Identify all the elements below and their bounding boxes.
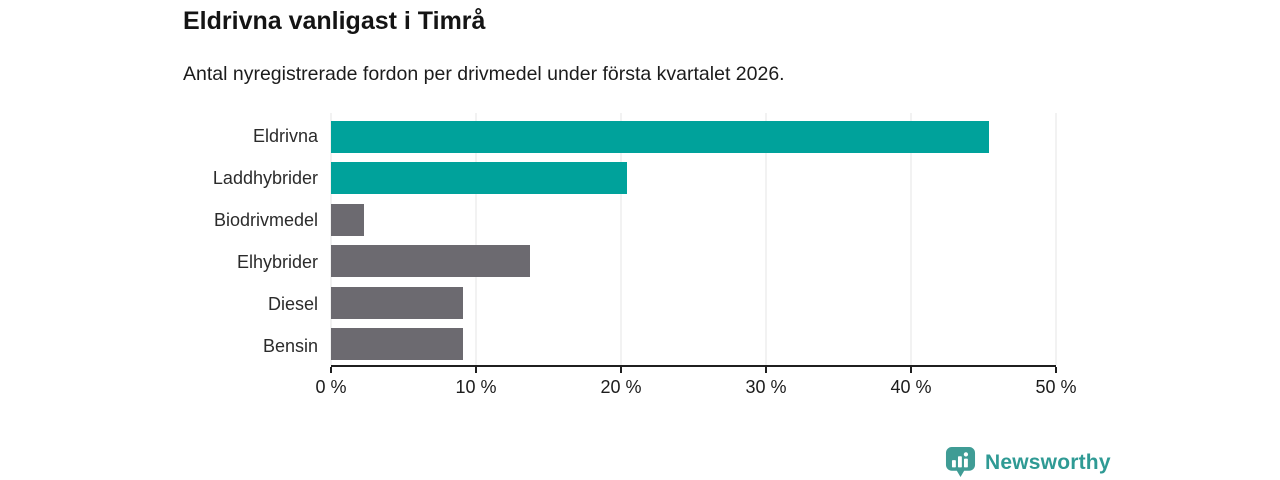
page-subtitle: Antal nyregistrerade fordon per drivmede… (183, 63, 785, 85)
axis-tickmark (475, 367, 477, 373)
category-label: Biodrivmedel (213, 210, 318, 231)
axis-tick-label: 10 % (455, 377, 497, 397)
gridline (765, 113, 767, 365)
category-labels: Eldrivna Laddhybrider Biodrivmedel Elhybrid… (183, 113, 331, 367)
category-label: Bensin (262, 335, 318, 356)
gridline (1055, 113, 1057, 365)
bar (331, 286, 463, 319)
axis-tick-label: 0 % (315, 377, 347, 397)
bar (331, 120, 990, 153)
newsworthy-logo-icon (945, 447, 976, 478)
gridline (475, 113, 477, 365)
category-label: Eldrivna (252, 126, 318, 147)
bar-row (331, 199, 1056, 241)
axis-tick-label: 40 % (890, 377, 932, 397)
axis-tickmark (765, 367, 767, 373)
axis-tickmark (1055, 367, 1057, 373)
axis-tickmark (330, 367, 332, 373)
axis-tick-label: 20 % (600, 377, 642, 397)
bar-row (331, 158, 1056, 200)
axis-tick-label: 50 % (1035, 377, 1077, 397)
bar-row (331, 116, 1056, 158)
axis-tickmark (620, 367, 622, 373)
gridline (910, 113, 912, 365)
bar (331, 162, 627, 195)
axis-tickmark (910, 367, 912, 373)
page-title: Eldrivna vanligast i Timrå (183, 7, 486, 35)
bar (331, 328, 463, 361)
axis-tick-label: 30 % (745, 377, 787, 397)
bar (331, 203, 365, 236)
gridline (620, 113, 622, 365)
category-label: Laddhybrider (212, 168, 318, 189)
bar (331, 245, 530, 278)
bar-row (331, 324, 1056, 366)
bar-series (331, 116, 1056, 365)
bar-row (331, 282, 1056, 324)
bar-row (331, 241, 1056, 283)
category-label: Elhybrider (236, 251, 318, 272)
bar-chart: Eldrivna Laddhybrider Biodrivmedel Elhybrid… (183, 113, 1077, 397)
gridline (330, 113, 332, 365)
plot-area: 0 % 10 % 20 % 30 % 40 % 50 % (315, 113, 1077, 397)
newsworthy-logo: Newsworthy (945, 446, 1111, 479)
category-label: Diesel (267, 293, 318, 314)
axis-tick-labels: 0 % 10 % 20 % 30 % 40 % 50 % (315, 377, 1076, 399)
newsworthy-logo-text: Newsworthy (985, 450, 1111, 474)
